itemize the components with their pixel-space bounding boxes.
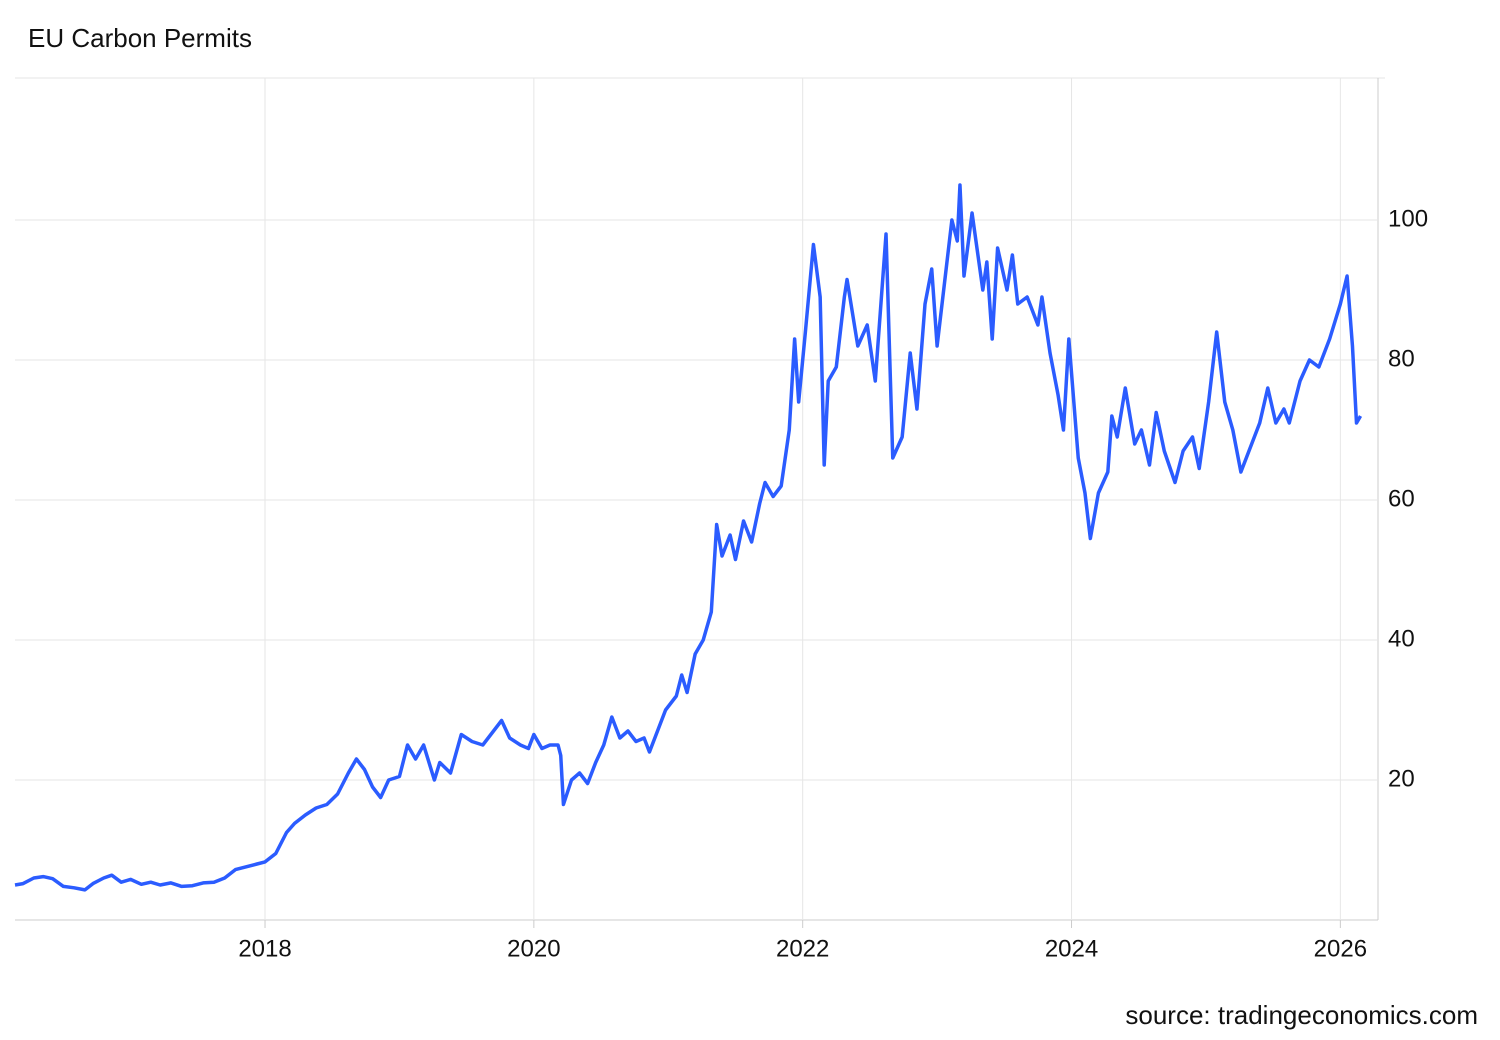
data-line: [14, 183, 1363, 892]
source: source: tradingeconomics.com: [1125, 1000, 1478, 1030]
x-tick-label: 2024: [1045, 935, 1098, 962]
y-tick-label: 20: [1388, 765, 1415, 792]
y-tick-label: 100: [1388, 205, 1428, 232]
y-tick-label: 40: [1388, 625, 1415, 652]
x-tick-label: 2018: [238, 935, 291, 962]
y-tick-label: 80: [1388, 345, 1415, 372]
y-tick-label: 60: [1388, 485, 1415, 512]
x-tick-label: 2026: [1314, 935, 1367, 962]
x-tick-label: 2020: [507, 935, 560, 962]
x-tick-label: 2022: [776, 935, 829, 962]
chart-title: EU Carbon Permits: [28, 23, 252, 53]
